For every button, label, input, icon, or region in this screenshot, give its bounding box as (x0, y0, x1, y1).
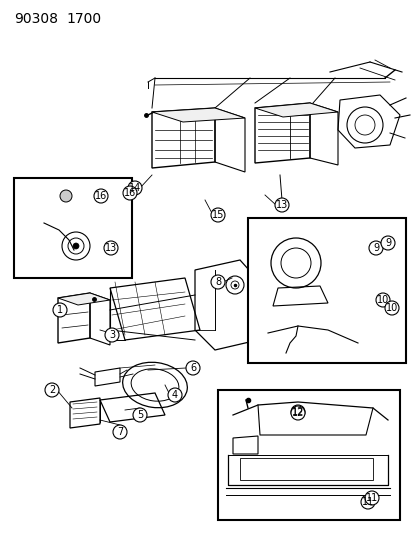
Circle shape (274, 198, 288, 212)
Bar (14, 178, 132, 278)
Text: 5: 5 (137, 410, 143, 420)
Circle shape (211, 208, 224, 222)
Polygon shape (254, 103, 337, 117)
Circle shape (211, 275, 224, 289)
Circle shape (123, 186, 137, 200)
Circle shape (290, 406, 304, 420)
Circle shape (133, 408, 147, 422)
Text: 7: 7 (116, 427, 123, 437)
Text: 14: 14 (128, 183, 141, 193)
Circle shape (73, 243, 79, 249)
Circle shape (380, 236, 394, 250)
Circle shape (168, 388, 182, 402)
Circle shape (375, 293, 389, 307)
Circle shape (384, 301, 398, 315)
Text: 10: 10 (376, 295, 388, 305)
Text: 10: 10 (385, 303, 397, 313)
Bar (247, 218, 405, 363)
Circle shape (368, 241, 382, 255)
Text: 15: 15 (211, 210, 224, 220)
Polygon shape (58, 293, 110, 305)
Text: 11: 11 (365, 493, 377, 503)
Circle shape (290, 405, 304, 419)
Text: 3: 3 (109, 330, 115, 340)
Text: 12: 12 (291, 407, 304, 417)
Text: 1700: 1700 (66, 12, 101, 26)
Text: 6: 6 (190, 363, 196, 373)
Text: 16: 16 (123, 188, 136, 198)
Circle shape (113, 425, 127, 439)
Circle shape (364, 491, 378, 505)
Circle shape (104, 241, 118, 255)
Circle shape (185, 361, 199, 375)
Text: 13: 13 (104, 243, 117, 253)
Text: 12: 12 (291, 408, 304, 418)
Text: 11: 11 (361, 497, 373, 507)
Text: 8: 8 (214, 277, 221, 287)
Circle shape (45, 383, 59, 397)
Text: 9: 9 (384, 238, 390, 248)
Circle shape (53, 303, 67, 317)
Polygon shape (152, 108, 244, 122)
Text: 9: 9 (372, 243, 378, 253)
Bar (218, 390, 399, 520)
Text: 4: 4 (171, 390, 178, 400)
Text: 16: 16 (95, 191, 107, 201)
Circle shape (94, 189, 108, 203)
Text: 90308: 90308 (14, 12, 58, 26)
Text: 13: 13 (275, 200, 287, 210)
Circle shape (128, 181, 142, 195)
Text: 2: 2 (49, 385, 55, 395)
Text: 1: 1 (57, 305, 63, 315)
Circle shape (360, 495, 374, 509)
Circle shape (60, 190, 72, 202)
Circle shape (105, 328, 119, 342)
